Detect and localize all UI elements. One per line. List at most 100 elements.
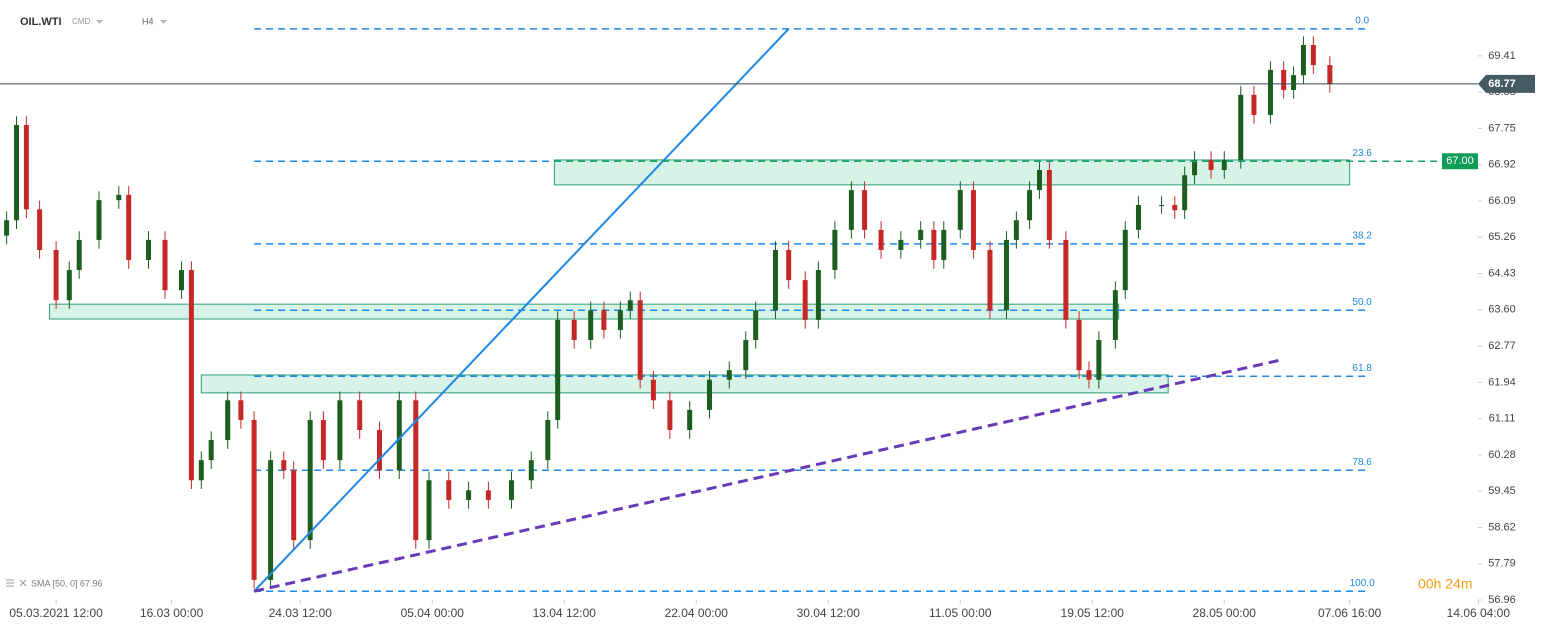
- candle-body: [957, 190, 963, 230]
- candle-body: [878, 229, 884, 250]
- candle-body: [37, 209, 43, 250]
- candle-body: [848, 190, 854, 230]
- candle-body: [898, 239, 904, 250]
- candle-body: [726, 370, 732, 380]
- market: CMD: [72, 17, 90, 26]
- fib-label: 23.6: [1352, 148, 1372, 159]
- y-tick-label: 61.94: [1488, 376, 1516, 388]
- y-tick-label: 69.41: [1488, 50, 1516, 62]
- candle-body: [1208, 159, 1214, 170]
- candle-body: [743, 339, 749, 371]
- x-tick-label: 22.04 00:00: [665, 606, 729, 620]
- candle-body: [225, 400, 231, 441]
- level-label: 67.00: [1446, 155, 1474, 167]
- candle-body: [931, 229, 937, 261]
- symbol[interactable]: OIL.WTI: [20, 16, 62, 28]
- candle-body: [1281, 69, 1287, 91]
- candle-body: [753, 310, 759, 340]
- candle-body: [555, 319, 561, 420]
- caret[interactable]: [96, 20, 103, 24]
- candle-body: [970, 190, 976, 250]
- y-tick-label: 63.60: [1488, 304, 1516, 316]
- timeframe[interactable]: H4: [142, 16, 154, 26]
- y-tick-label: 60.28: [1488, 449, 1516, 461]
- candle-body: [862, 190, 868, 230]
- candle-body: [918, 229, 924, 240]
- zone: [48, 303, 1120, 320]
- candle-body: [1192, 159, 1198, 176]
- candle-body: [23, 124, 29, 210]
- candle-body: [466, 490, 472, 500]
- candle-body: [1251, 94, 1257, 115]
- fib-label: 78.6: [1352, 457, 1372, 468]
- candle-body: [96, 200, 102, 240]
- candle-body: [376, 430, 382, 471]
- candle-body: [1063, 239, 1069, 320]
- y-tick-label: 57.79: [1488, 558, 1516, 570]
- caret[interactable]: [160, 20, 167, 24]
- fib-label: 61.8: [1352, 363, 1372, 374]
- candle-body: [571, 319, 577, 340]
- candle-body: [1267, 69, 1273, 115]
- last-price-label: 68.77: [1488, 78, 1516, 90]
- candle-body: [815, 270, 821, 320]
- candle-body: [1300, 45, 1306, 76]
- candle-body: [188, 270, 194, 481]
- candle-body: [337, 400, 343, 461]
- candle-body: [396, 400, 402, 471]
- x-tick-label: 05.03.2021 12:00: [9, 606, 103, 620]
- x-tick-label: 24.03 12:00: [269, 606, 333, 620]
- candle-body: [1003, 239, 1009, 311]
- x-tick-label: 16.03 00:00: [140, 606, 204, 620]
- level-tag: [1442, 153, 1478, 170]
- candle-body: [1172, 204, 1178, 211]
- candle-body: [238, 400, 244, 420]
- candle-body: [941, 229, 947, 261]
- candle-body: [4, 220, 10, 236]
- candle-body: [1076, 319, 1082, 371]
- candle-body: [832, 229, 838, 271]
- candle-body: [1027, 190, 1033, 221]
- x-tick-label: 14.06 04:00: [1447, 606, 1511, 620]
- y-tick-label: 59.45: [1488, 485, 1516, 497]
- indicator-label: SMA [50, 0] 67.96: [31, 578, 103, 588]
- candle-body: [485, 490, 491, 500]
- candle-body: [357, 400, 363, 431]
- candle-body: [1221, 159, 1227, 170]
- y-tick-label: 62.77: [1488, 340, 1516, 352]
- candle-body: [637, 300, 643, 380]
- y-tick-label: 65.26: [1488, 231, 1516, 243]
- candle-body: [145, 239, 151, 261]
- candle-body: [601, 310, 607, 330]
- candle-body: [413, 400, 419, 541]
- candle-body: [1096, 339, 1102, 380]
- fib-label: 50.0: [1352, 297, 1372, 308]
- y-tick-label: 56.96: [1488, 594, 1516, 606]
- x-tick-label: 05.04 00:00: [401, 606, 465, 620]
- candle-body: [116, 194, 122, 201]
- candle-body: [320, 419, 326, 461]
- candle-body: [545, 419, 551, 461]
- candle-body: [1327, 65, 1333, 84]
- plot: 0.0 23.6 38.2 50.0 61.8 78.6 100.0 67.00 69.41 68…: [0, 15, 1535, 620]
- y-tick-label: 66.92: [1488, 159, 1516, 171]
- candle-body: [178, 270, 184, 291]
- candle-body: [1046, 169, 1052, 240]
- candle-body: [667, 400, 673, 431]
- candle-body: [706, 379, 712, 410]
- candle-body: [53, 249, 59, 301]
- candle-body: [987, 249, 993, 311]
- candle-body: [1238, 94, 1244, 160]
- y-tick-label: 66.09: [1488, 195, 1516, 207]
- candle-body: [786, 249, 792, 281]
- y-tick-label: 61.11: [1489, 413, 1516, 425]
- candle-body: [66, 270, 72, 301]
- candle-body: [1182, 175, 1188, 211]
- x-tick-label: 11.05 00:00: [929, 606, 992, 620]
- candle-body: [1036, 169, 1042, 191]
- candle-body: [528, 460, 534, 481]
- trendline: [253, 28, 790, 592]
